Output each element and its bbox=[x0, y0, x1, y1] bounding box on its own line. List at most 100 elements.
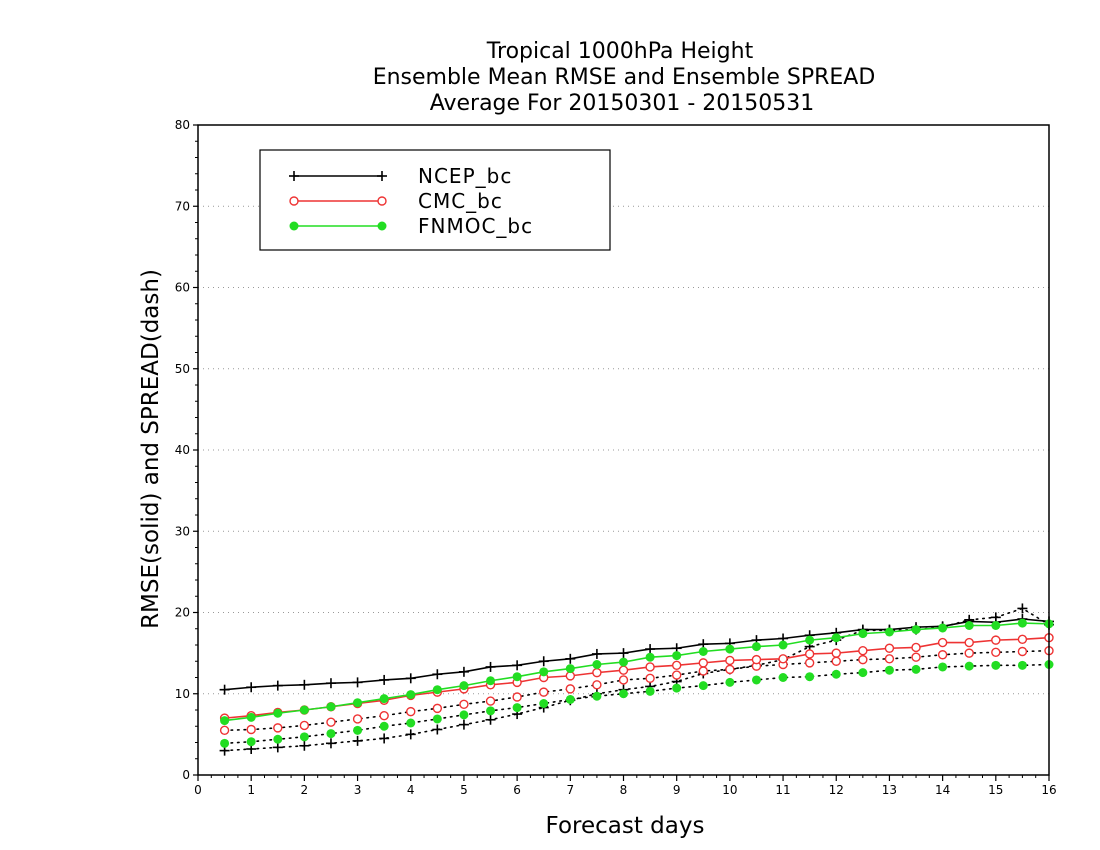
rmse-point-ncep-bc bbox=[538, 656, 549, 667]
x-tick-label: 10 bbox=[722, 783, 737, 797]
y-tick-label: 50 bbox=[175, 362, 190, 376]
x-tick-label: 7 bbox=[566, 783, 574, 797]
legend-marker bbox=[289, 171, 299, 181]
spread-point-fnmoc-bc bbox=[406, 718, 416, 728]
series-cmc-bc bbox=[219, 632, 1054, 736]
rmse-point-cmc-bc bbox=[991, 635, 1001, 645]
spread-point-cmc-bc bbox=[911, 652, 921, 662]
spread-point-cmc-bc bbox=[858, 654, 868, 665]
rmse-point-fnmoc-bc bbox=[964, 621, 974, 630]
x-tick-label: 3 bbox=[354, 783, 362, 797]
spread-point-cmc-bc bbox=[246, 724, 256, 735]
chart-title: Tropical 1000hPa Height Ensemble Mean RM… bbox=[373, 39, 876, 116]
y-tick-label: 80 bbox=[175, 118, 190, 132]
spread-point-fnmoc-bc bbox=[778, 673, 788, 682]
rmse-point-fnmoc-bc bbox=[539, 667, 549, 677]
rmse-point-fnmoc-bc bbox=[991, 621, 1001, 630]
rmse-point-ncep-bc bbox=[645, 644, 656, 655]
rmse-point-ncep-bc bbox=[618, 648, 629, 659]
rmse-point-fnmoc-bc bbox=[672, 651, 682, 661]
legend-marker bbox=[289, 196, 299, 206]
legend-marker bbox=[377, 171, 387, 181]
spread-point-fnmoc-bc bbox=[725, 677, 735, 687]
legend-item-ncep-bc: NCEP_bc bbox=[289, 164, 511, 188]
spread-point-fnmoc-bc bbox=[672, 683, 682, 693]
spread-point-cmc-bc bbox=[459, 699, 469, 710]
spread-point-fnmoc-bc bbox=[326, 729, 336, 739]
y-tick-label: 40 bbox=[175, 443, 190, 457]
x-tick-label: 9 bbox=[673, 783, 681, 797]
rmse-point-ncep-bc bbox=[512, 660, 523, 671]
x-tick-label: 4 bbox=[407, 783, 415, 797]
rmse-point-fnmoc-bc bbox=[353, 698, 363, 708]
rmse-point-fnmoc-bc bbox=[512, 672, 522, 682]
spread-point-cmc-bc bbox=[432, 703, 443, 714]
rmse-point-fnmoc-bc bbox=[246, 712, 256, 722]
spread-line-cmc-bc bbox=[223, 649, 1050, 732]
rmse-point-cmc-bc bbox=[1017, 634, 1028, 645]
spread-point-cmc-bc bbox=[991, 647, 1001, 658]
spread-point-cmc-bc bbox=[1017, 646, 1028, 657]
y-tick-label: 0 bbox=[182, 768, 190, 782]
y-tick-label: 60 bbox=[175, 281, 190, 295]
rmse-point-fnmoc-bc bbox=[619, 657, 628, 667]
legend-marker bbox=[377, 221, 387, 231]
rmse-point-ncep-bc bbox=[379, 674, 390, 685]
spread-point-fnmoc-bc bbox=[486, 706, 496, 716]
y-tick-label: 70 bbox=[175, 199, 190, 213]
rmse-point-cmc-bc bbox=[858, 645, 868, 656]
rmse-point-cmc-bc bbox=[592, 667, 602, 678]
rmse-point-fnmoc-bc bbox=[938, 623, 948, 633]
rmse-point-fnmoc-bc bbox=[831, 633, 841, 643]
spread-point-cmc-bc bbox=[831, 656, 841, 666]
x-tick-label: 14 bbox=[935, 783, 950, 797]
y-tick-label: 20 bbox=[175, 606, 190, 620]
spread-point-fnmoc-bc bbox=[432, 714, 442, 724]
x-tick-label: 8 bbox=[620, 783, 628, 797]
spread-point-cmc-bc bbox=[725, 664, 735, 675]
rmse-point-fnmoc-bc bbox=[725, 644, 735, 654]
grid bbox=[198, 205, 1049, 695]
title-line-3: Average For 20150301 - 20150531 bbox=[430, 91, 815, 116]
rmse-point-cmc-bc bbox=[804, 649, 815, 659]
rmse-point-fnmoc-bc bbox=[459, 681, 469, 691]
rmse-point-fnmoc-bc bbox=[751, 642, 761, 652]
spread-point-fnmoc-bc bbox=[1017, 660, 1027, 670]
spread-point-cmc-bc bbox=[884, 654, 895, 664]
rmse-line-fnmoc-bc bbox=[224, 622, 1050, 722]
spread-point-fnmoc-bc bbox=[299, 732, 309, 742]
rmse-point-cmc-bc bbox=[618, 665, 629, 675]
rmse-point-cmc-bc bbox=[698, 658, 708, 668]
rmse-point-ncep-bc bbox=[325, 678, 336, 689]
rmse-point-fnmoc-bc bbox=[592, 660, 602, 669]
legend-item-fnmoc-bc: FNMOC_bc bbox=[289, 214, 533, 238]
legend-marker bbox=[377, 196, 387, 206]
spread-point-fnmoc-bc bbox=[512, 703, 522, 713]
x-tick-label: 12 bbox=[829, 783, 844, 797]
rmse-point-fnmoc-bc bbox=[698, 647, 708, 656]
spread-point-ncep-bc bbox=[299, 740, 310, 751]
rmse-point-cmc-bc bbox=[964, 637, 974, 648]
rmse-point-fnmoc-bc bbox=[379, 694, 389, 704]
spread-point-fnmoc-bc bbox=[539, 699, 549, 708]
spread-point-ncep-bc bbox=[1017, 603, 1028, 614]
spread-point-fnmoc-bc bbox=[858, 668, 868, 678]
spread-point-ncep-bc bbox=[379, 733, 390, 744]
rmse-point-ncep-bc bbox=[299, 679, 310, 690]
legend-label: FNMOC_bc bbox=[418, 214, 533, 238]
spread-point-ncep-bc bbox=[272, 742, 283, 753]
rmse-line-cmc-bc bbox=[224, 636, 1050, 719]
rmse-point-fnmoc-bc bbox=[326, 702, 336, 712]
rmse-point-fnmoc-bc bbox=[645, 652, 655, 662]
spread-point-fnmoc-bc bbox=[565, 694, 575, 704]
spread-point-cmc-bc bbox=[406, 706, 416, 717]
spread-point-cmc-bc bbox=[485, 696, 496, 706]
rmse-point-fnmoc-bc bbox=[858, 629, 868, 639]
spread-point-fnmoc-bc bbox=[751, 675, 761, 685]
rmse-point-cmc-bc bbox=[565, 671, 576, 681]
spread-point-cmc-bc bbox=[645, 673, 655, 684]
rmse-point-fnmoc-bc bbox=[778, 640, 788, 650]
spread-point-cmc-bc bbox=[937, 650, 948, 660]
